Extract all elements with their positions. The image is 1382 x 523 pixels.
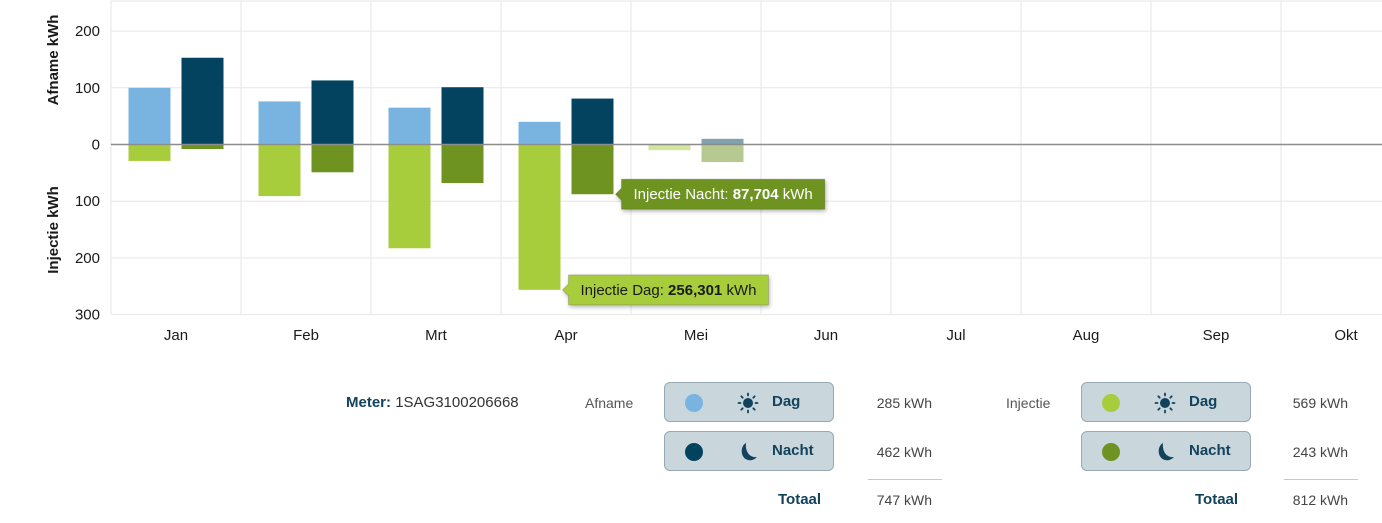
bar-afname-nacht-mei (701, 138, 744, 145)
x-tick-label: Sep (1203, 327, 1230, 344)
x-tick-label: Jan (164, 327, 188, 344)
moon-icon (1158, 443, 1174, 461)
bar-afname-dag-mrt (388, 107, 431, 145)
injectie-nacht-text: Nacht (1189, 442, 1231, 459)
injectie-nacht-dot (1102, 443, 1120, 461)
energy-bar-chart: 200 100 0 100 200 300 Afname kWh Injectie kWh… (45, 0, 1382, 344)
injectie-total-label: Totaal (1195, 491, 1239, 508)
x-tick-label: Apr (554, 327, 577, 344)
y-axis-label-injectie: Injectie kWh (45, 186, 62, 274)
meter-info: Meter: 1SAG3100206668 (346, 394, 519, 411)
meter-number: 1SAG3100206668 (395, 394, 519, 411)
afname-nacht-dot (685, 443, 703, 461)
bar-injectie-dag-apr (518, 144, 561, 290)
x-tick-label: Okt (1334, 327, 1358, 344)
x-axis-ticks: Jan Feb Mrt Apr Mei Jun Jul Aug Sep Okt (164, 327, 1359, 344)
afname-dag-toggle[interactable]: Dag (664, 382, 834, 422)
x-tick-label: Jul (946, 327, 965, 344)
moon-icon (741, 443, 757, 461)
afname-total-label: Totaal (778, 491, 822, 508)
y-tick-label: 0 (92, 137, 100, 154)
injectie-label: Injectie (1006, 395, 1051, 411)
y-tick-label: 100 (75, 193, 100, 210)
y-tick-label: 300 (75, 307, 100, 324)
afname-dag-dot (685, 394, 703, 412)
tooltip-box (561, 274, 769, 306)
y-tick-label: 100 (75, 80, 100, 97)
afname-dag-value: 285 kWh (876, 395, 932, 411)
afname-nacht-toggle[interactable]: Nacht (664, 431, 834, 471)
afname-total-value: 747 kWh (876, 492, 932, 508)
bar-afname-dag-jan (128, 87, 171, 145)
x-tick-label: Feb (293, 327, 319, 344)
x-tick-label: Mei (684, 327, 708, 344)
x-tick-label: Aug (1073, 327, 1100, 344)
legend-panel: Meter: 1SAG3100206668 Afname Dag 285 kWh… (0, 370, 1382, 523)
afname-dag-text: Dag (772, 393, 801, 410)
bar-injectie-nacht-jan (181, 144, 224, 150)
bar-injectie-dag-jan (128, 144, 171, 161)
bar-afname-nacht-mrt (441, 87, 484, 145)
bar-injectie-dag-mei (648, 144, 691, 151)
injectie-dag-dot (1102, 394, 1120, 412)
chart-grid (110, 0, 1382, 316)
y-tick-label: 200 (75, 250, 100, 267)
bar-injectie-dag-feb (258, 144, 301, 197)
bar-injectie-nacht-mei (701, 144, 744, 163)
y-axis-ticks: 200 100 0 100 200 300 (75, 23, 100, 324)
meter-label: Meter: (346, 394, 392, 411)
y-axis-label-afname: Afname kWh (45, 15, 62, 106)
tooltip: Injectie Dag: 256,301 kWh (561, 274, 769, 306)
injectie-dag-text: Dag (1189, 393, 1218, 410)
bar-injectie-dag-mrt (388, 144, 431, 249)
sun-icon (1154, 392, 1176, 414)
afname-nacht-text: Nacht (772, 442, 814, 459)
injectie-nacht-value: 243 kWh (1292, 444, 1348, 460)
x-tick-label: Jun (814, 327, 838, 344)
afname-label: Afname (585, 395, 634, 411)
bar-afname-nacht-apr (571, 98, 614, 145)
bar-afname-dag-apr (518, 121, 561, 145)
sun-icon (737, 392, 759, 414)
afname-nacht-value: 462 kWh (876, 444, 932, 460)
x-tick-label: Mrt (425, 327, 447, 344)
tooltip-box (614, 178, 826, 210)
bar-injectie-nacht-mrt (441, 144, 484, 184)
afname-separator (868, 479, 942, 480)
chart-tooltips: Injectie Nacht: 87,704 kWh Injectie Dag: … (561, 178, 826, 306)
injectie-dag-toggle[interactable]: Dag (1081, 382, 1251, 422)
injectie-nacht-toggle[interactable]: Nacht (1081, 431, 1251, 471)
bar-afname-nacht-jan (181, 57, 224, 145)
bar-afname-nacht-feb (311, 80, 354, 145)
injectie-total-value: 812 kWh (1292, 492, 1348, 508)
bar-injectie-nacht-apr (571, 144, 614, 195)
bar-injectie-nacht-feb (311, 144, 354, 173)
injectie-dag-value: 569 kWh (1292, 395, 1348, 411)
tooltip-text: Injectie Nacht: 87,704 kWh (634, 186, 813, 203)
bar-afname-dag-feb (258, 101, 301, 145)
tooltip: Injectie Nacht: 87,704 kWh (614, 178, 826, 210)
injectie-separator (1284, 479, 1358, 480)
chart-bars (128, 57, 744, 290)
tooltip-text: Injectie Dag: 256,301 kWh (581, 282, 757, 299)
y-tick-label: 200 (75, 23, 100, 40)
